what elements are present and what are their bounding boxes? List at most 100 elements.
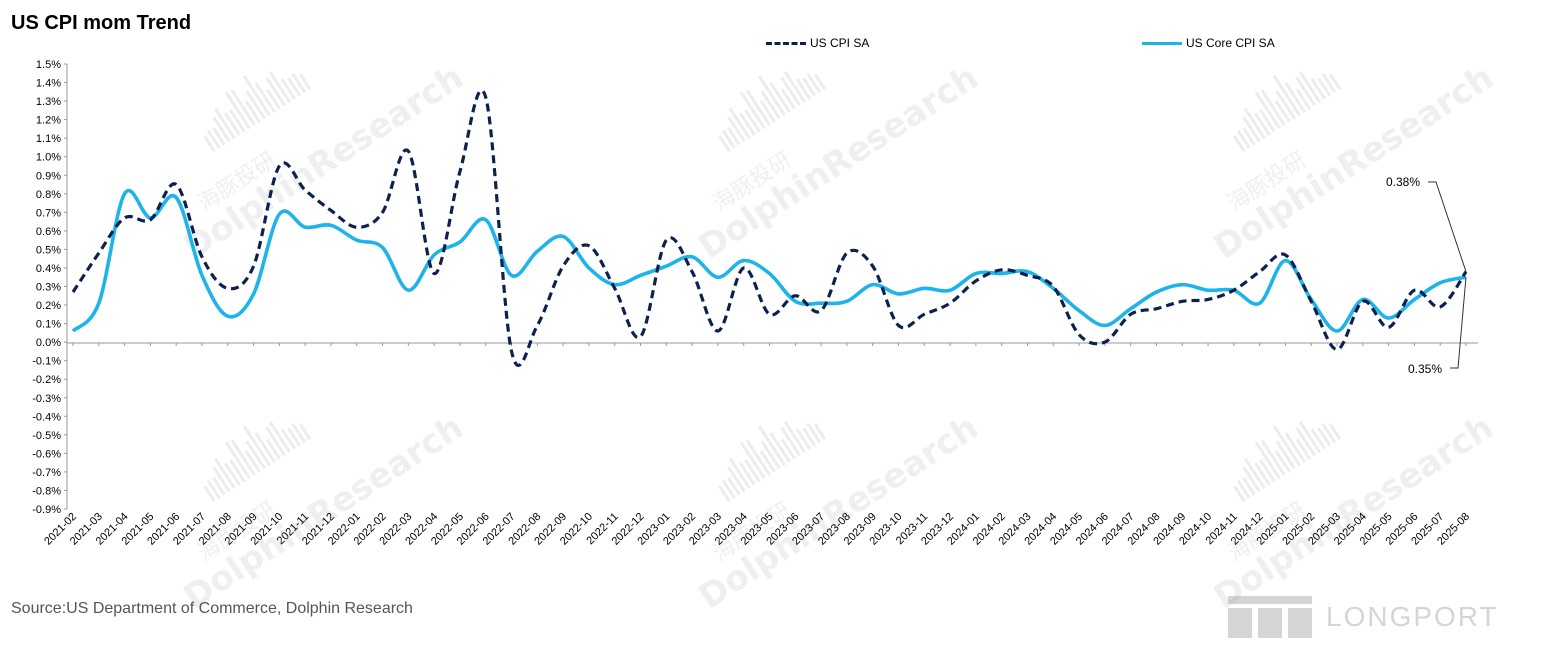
watermark-bar	[1298, 71, 1322, 104]
watermark-bar	[230, 439, 256, 476]
watermark-bar	[265, 76, 286, 107]
watermark-bar	[721, 479, 736, 499]
y-tick-label: 1.0%	[36, 152, 61, 164]
y-tick-label: 0.9%	[36, 170, 61, 182]
watermark-bar	[265, 438, 281, 460]
longport-logo: LONGPORT	[1228, 596, 1499, 638]
callout-cpi-last: 0.38%	[1386, 175, 1421, 189]
watermark-bar	[744, 459, 761, 483]
watermark-bar	[783, 71, 807, 104]
legend-swatch-dashed	[766, 41, 806, 45]
legend-item-us-core-cpi-sa: US Core CPI SA	[1142, 36, 1275, 50]
watermark-bar	[1310, 78, 1327, 100]
watermark-bar	[780, 438, 796, 460]
callout-leaders	[1428, 181, 1467, 369]
watermark-bar	[212, 116, 231, 143]
watermark-bar	[287, 77, 302, 97]
watermark-bar	[739, 112, 756, 136]
y-tick-label: 1.2%	[36, 115, 61, 127]
watermark-bar	[265, 88, 281, 110]
watermark-bar	[728, 457, 751, 489]
y-tick-label: 0.0%	[36, 337, 61, 349]
watermark-bar	[780, 88, 796, 110]
watermark-bar	[806, 72, 822, 94]
callout-core-last: 0.35%	[1408, 362, 1443, 376]
watermark-bar	[230, 89, 256, 126]
watermark-bar	[1328, 423, 1342, 440]
watermark-bar	[757, 425, 786, 467]
watermark-bar	[721, 129, 736, 149]
watermark-bar	[1243, 457, 1266, 489]
watermark-bar	[1328, 73, 1342, 90]
watermark-bar	[802, 77, 817, 97]
series-layer	[71, 88, 1468, 368]
watermark-bar	[1242, 477, 1256, 496]
watermark-bar	[728, 107, 751, 139]
y-tick-label: 0.7%	[36, 207, 61, 219]
watermark-bar	[298, 73, 312, 90]
watermark-bar	[212, 477, 226, 496]
watermark-bar	[265, 426, 286, 457]
watermark-bar	[759, 450, 776, 473]
watermark-bar	[254, 432, 276, 463]
watermark-bar	[739, 91, 766, 130]
watermark-bar	[213, 107, 236, 139]
watermark-bar	[760, 90, 781, 120]
watermark-en: DolphinResearch	[177, 407, 471, 617]
watermark-bar	[242, 75, 271, 117]
watermark-bar	[1272, 425, 1301, 467]
watermark-bar	[254, 82, 276, 113]
watermark-bar	[739, 462, 756, 486]
watermark-bar	[280, 428, 297, 450]
watermark-en: DolphinResearch	[1207, 407, 1501, 617]
watermark-bar	[727, 477, 741, 496]
longport-logo-mark	[1228, 596, 1312, 638]
watermark-bar	[769, 432, 791, 463]
watermark-bar	[1260, 439, 1286, 476]
watermark-bar	[813, 423, 827, 440]
watermark-bar	[718, 135, 731, 153]
watermark-bar	[224, 441, 251, 480]
watermark-bar	[287, 427, 302, 447]
watermark-bar	[245, 90, 266, 120]
watermark-bar	[780, 76, 801, 107]
watermark-bar	[783, 421, 807, 454]
legend-label-us-cpi-sa: US CPI SA	[810, 36, 870, 50]
watermark-bar	[1236, 479, 1251, 499]
watermark-bar	[1254, 91, 1281, 130]
watermark-bar	[780, 426, 801, 457]
source-note: Source:US Department of Commerce, Dolphi…	[11, 600, 413, 617]
watermark-bar	[760, 440, 781, 470]
watermark-bar	[1275, 90, 1296, 120]
y-tick-label: -0.8%	[32, 485, 61, 497]
watermark-bar	[1275, 440, 1296, 470]
watermark-bar	[1259, 109, 1276, 133]
watermark-bar	[1254, 462, 1271, 486]
watermark-bar	[806, 422, 822, 444]
axes: -0.9% -0.8% -0.7% -0.6% -0.5% -0.4% -0.3% -0.2%…	[32, 59, 1478, 548]
watermark-bar	[802, 427, 817, 447]
longport-logo-text: LONGPORT	[1326, 601, 1499, 632]
watermark-bar	[1233, 135, 1246, 153]
watermark-bar	[1236, 129, 1251, 149]
series-line-us-cpi-sa	[71, 88, 1468, 368]
watermark-bar	[745, 439, 771, 476]
watermark-bar	[1274, 100, 1291, 123]
watermark-bar	[795, 78, 812, 100]
watermark-bar	[212, 466, 231, 493]
watermark-en: DolphinResearch	[1207, 57, 1501, 267]
y-tick-label: -0.1%	[32, 356, 61, 368]
legend-label-us-core-cpi-sa: US Core CPI SA	[1186, 36, 1275, 50]
legend-swatch-solid	[1142, 41, 1182, 45]
watermark-bar	[245, 440, 266, 470]
watermark-bar	[224, 91, 251, 130]
watermark-bar	[1242, 116, 1261, 143]
watermark-bar	[206, 129, 221, 149]
y-tick-label: 0.6%	[36, 226, 61, 238]
watermark-bar	[244, 100, 261, 123]
watermark-bar	[1233, 485, 1246, 503]
watermark-bar	[1295, 76, 1316, 107]
chart-title: US CPI mom Trend	[11, 12, 192, 34]
